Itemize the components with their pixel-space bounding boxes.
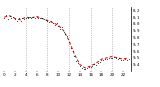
- Point: [120, 59, 123, 61]
- Point: [8, 16, 11, 17]
- Point: [100, 60, 103, 61]
- Point: [7, 18, 9, 20]
- Point: [45, 19, 47, 21]
- Point: [37, 18, 40, 19]
- Point: [88, 66, 90, 67]
- Point: [93, 63, 96, 65]
- Point: [104, 58, 107, 60]
- Point: [124, 58, 126, 60]
- Point: [12, 16, 15, 18]
- Point: [126, 59, 128, 61]
- Point: [3, 17, 6, 19]
- Point: [84, 69, 87, 70]
- Point: [41, 18, 43, 19]
- Point: [59, 28, 61, 29]
- Point: [23, 18, 26, 20]
- Point: [106, 58, 108, 60]
- Point: [34, 17, 36, 19]
- Point: [57, 25, 60, 27]
- Point: [19, 20, 22, 21]
- Point: [48, 21, 50, 23]
- Point: [99, 61, 101, 63]
- Point: [14, 18, 16, 20]
- Point: [79, 65, 81, 67]
- Point: [66, 35, 69, 37]
- Point: [95, 64, 97, 65]
- Point: [42, 18, 45, 20]
- Point: [107, 57, 110, 58]
- Point: [122, 60, 124, 61]
- Point: [62, 31, 65, 33]
- Point: [68, 41, 70, 43]
- Point: [30, 18, 33, 19]
- Point: [113, 56, 115, 58]
- Point: [82, 68, 85, 69]
- Point: [26, 18, 29, 19]
- Point: [35, 16, 38, 18]
- Point: [89, 67, 92, 68]
- Point: [116, 58, 119, 60]
- Point: [21, 18, 23, 19]
- Point: [102, 59, 104, 61]
- Point: [18, 17, 20, 19]
- Point: [50, 20, 52, 21]
- Point: [5, 14, 7, 16]
- Point: [28, 16, 31, 18]
- Point: [109, 58, 112, 59]
- Point: [111, 57, 114, 58]
- Point: [53, 24, 56, 25]
- Point: [69, 47, 72, 48]
- Point: [32, 16, 34, 18]
- Point: [80, 67, 83, 69]
- Point: [39, 17, 42, 19]
- Point: [96, 63, 99, 64]
- Point: [52, 22, 54, 23]
- Point: [115, 57, 117, 58]
- Point: [77, 63, 80, 64]
- Point: [75, 60, 77, 62]
- Point: [10, 17, 13, 19]
- Point: [73, 55, 76, 56]
- Point: [72, 50, 74, 52]
- Point: [91, 65, 94, 67]
- Point: [25, 17, 27, 19]
- Point: [86, 67, 88, 69]
- Point: [64, 33, 67, 35]
- Point: [46, 21, 49, 22]
- Point: [55, 23, 58, 24]
- Point: [61, 27, 63, 28]
- Point: [127, 58, 130, 60]
- Point: [15, 20, 18, 21]
- Point: [118, 58, 121, 59]
